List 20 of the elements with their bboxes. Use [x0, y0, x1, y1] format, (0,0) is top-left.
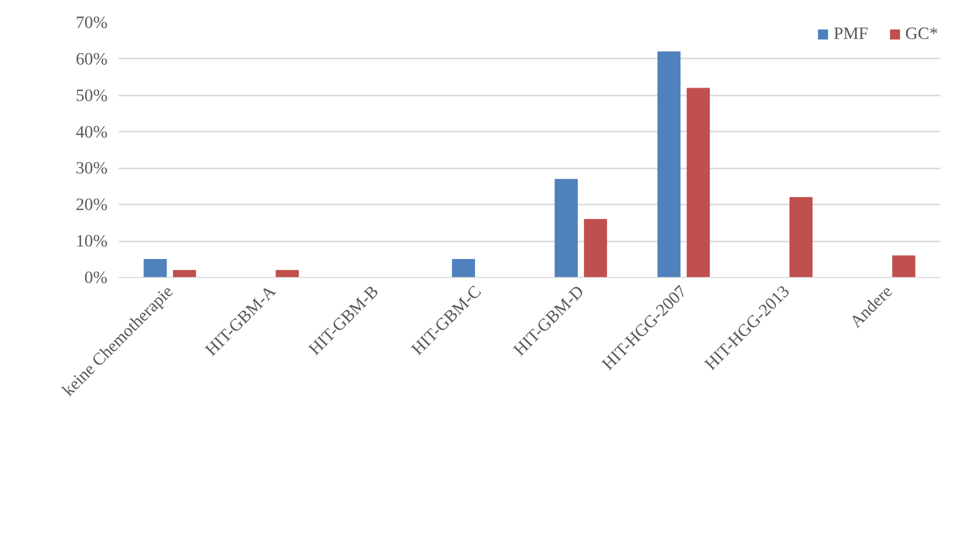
bar — [276, 270, 299, 278]
legend-label: PMF — [834, 24, 868, 44]
y-tick-label: 40% — [76, 122, 108, 142]
bar — [657, 51, 681, 278]
y-tick-label: 30% — [76, 158, 108, 178]
bar — [452, 259, 476, 278]
bar — [584, 218, 608, 278]
y-tick-label: 10% — [76, 232, 108, 251]
y-tick-label: 60% — [76, 49, 108, 68]
bar — [172, 270, 196, 278]
bar — [789, 197, 813, 278]
bar — [892, 255, 916, 278]
bar — [144, 259, 167, 278]
legend-label: GC* — [905, 24, 938, 44]
y-tick-label: 20% — [76, 195, 108, 214]
y-tick-label: 70% — [76, 13, 108, 32]
y-tick-label: 50% — [76, 86, 108, 105]
bar — [686, 88, 710, 278]
y-tick-label: 0% — [84, 268, 108, 287]
bar — [554, 178, 578, 278]
